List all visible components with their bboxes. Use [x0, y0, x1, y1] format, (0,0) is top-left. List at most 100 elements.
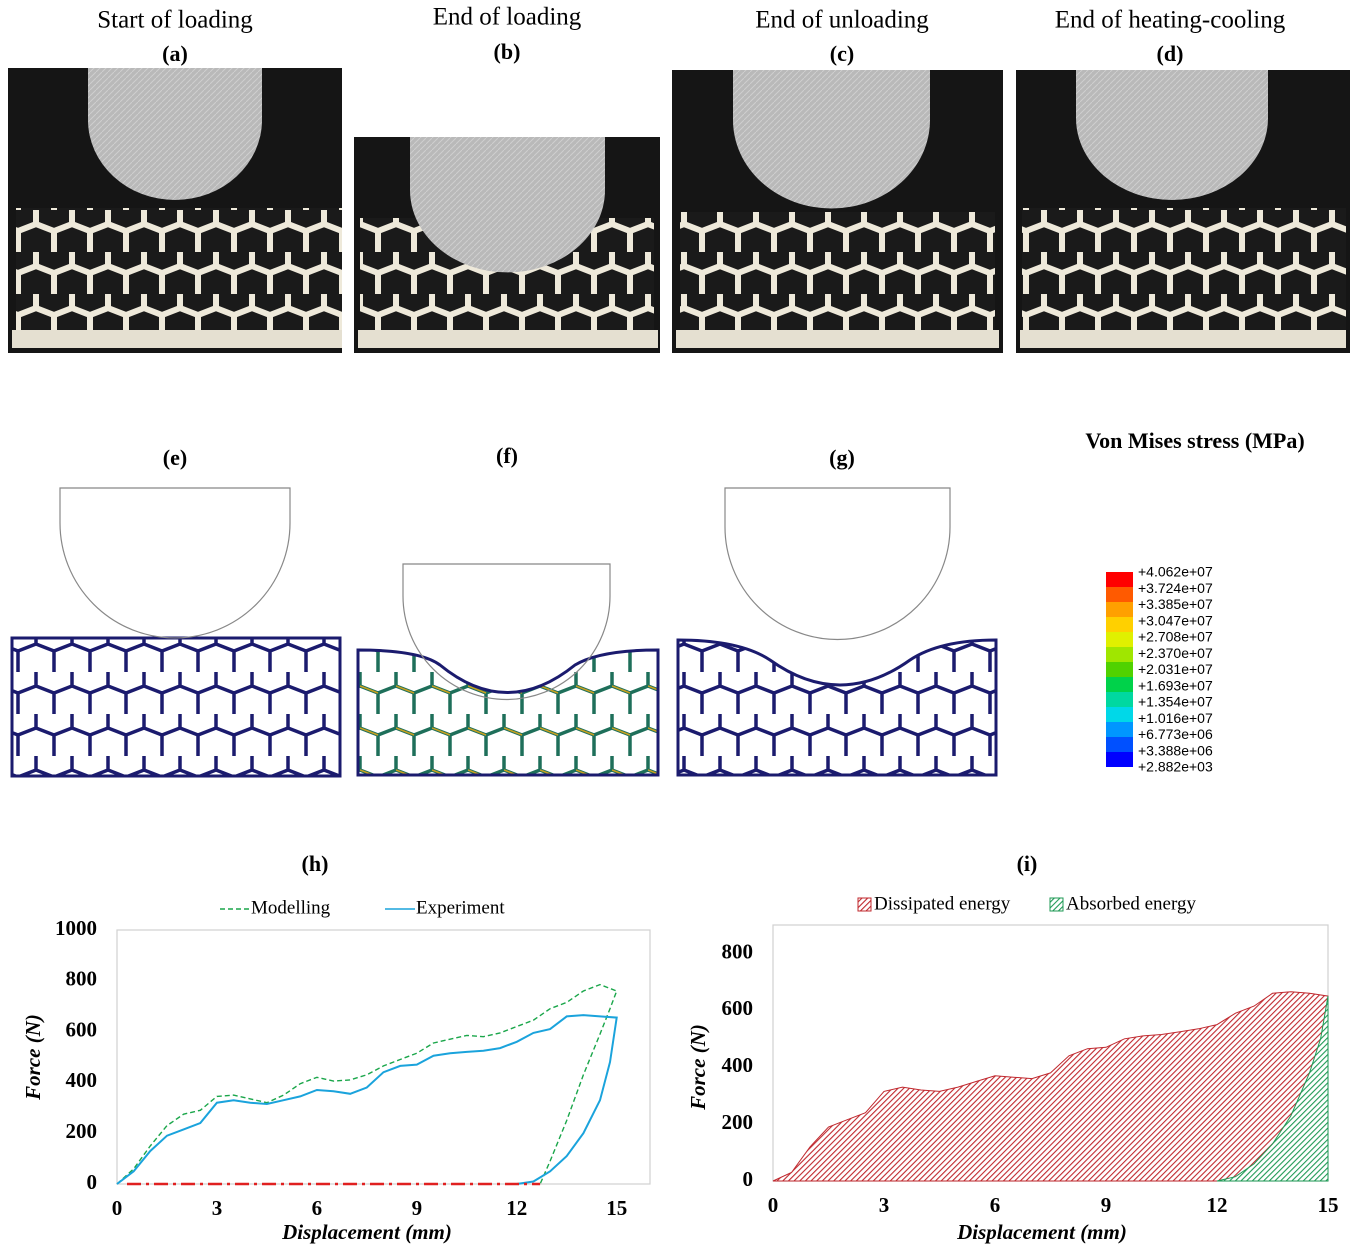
legend-label: Absorbed energy	[1066, 893, 1196, 914]
colorbar-label: +3.047e+07	[1138, 612, 1213, 628]
indenter	[88, 68, 262, 200]
colorbar-swatch	[1106, 617, 1133, 632]
x-axis-label: Displacement (mm)	[281, 1220, 452, 1244]
colorbar-swatch	[1106, 737, 1133, 752]
y-tick-label: 800	[66, 967, 98, 991]
fea-indenter	[724, 487, 951, 641]
fea-indenter	[402, 563, 611, 701]
x-tick-label: 6	[990, 1193, 1001, 1217]
plot-area	[116, 983, 618, 1186]
colorbar-label: +2.708e+07	[1138, 629, 1213, 645]
colorbar-swatch	[1106, 722, 1133, 737]
panel-label: (c)	[830, 41, 854, 66]
photo-title: End of unloading	[755, 7, 929, 34]
lattice-base	[358, 330, 658, 348]
photo-title: Start of loading	[97, 7, 253, 34]
plot-area	[772, 991, 1329, 1182]
y-tick-label: 400	[722, 1053, 754, 1077]
y-tick-label: 0	[87, 1170, 98, 1194]
lattice	[1022, 208, 1346, 332]
photo-title: End of heating-cooling	[1055, 7, 1286, 34]
colorbar-swatch	[1106, 602, 1133, 617]
y-tick-label: 200	[722, 1110, 754, 1134]
fea-panels: (e) (f) (g) Von Mises stress (MPa)	[10, 428, 1305, 778]
y-tick-label: 600	[722, 996, 754, 1020]
x-axis-label: Displacement (mm)	[956, 1220, 1127, 1244]
panel-label: (e)	[163, 445, 187, 470]
chart-title: (i)	[1017, 851, 1038, 876]
colorbar-swatch	[1106, 647, 1133, 662]
colorbar-swatch	[1106, 587, 1133, 602]
panel-label: (b)	[494, 39, 521, 64]
fea-lattice	[10, 636, 342, 778]
lattice-base	[1020, 330, 1346, 348]
colorbar-swatch	[1106, 572, 1133, 587]
colorbar-label: +2.882e+03	[1138, 759, 1213, 775]
colorbar-label: +1.693e+07	[1138, 677, 1213, 693]
y-tick-label: 800	[722, 939, 754, 963]
panel-label: (g)	[829, 445, 855, 470]
panel-label: (a)	[162, 41, 188, 66]
legend-label: Dissipated energy	[874, 893, 1011, 914]
photo-panels: Start of loading (a) End of loading (b) …	[8, 4, 1350, 353]
colorbar-label: +1.354e+07	[1138, 694, 1213, 710]
y-tick-label: 0	[743, 1167, 754, 1191]
x-tick-label: 12	[506, 1196, 527, 1220]
legend-label: Experiment	[416, 897, 505, 918]
x-tick-label: 0	[112, 1196, 123, 1220]
colorbar-swatch	[1106, 707, 1133, 722]
area	[1216, 996, 1329, 1182]
panel-label: (d)	[1157, 41, 1184, 66]
indenter	[733, 70, 930, 209]
x-tick-label: 3	[212, 1196, 223, 1220]
panel-label: (f)	[496, 443, 518, 468]
colorbar-swatch	[1106, 692, 1133, 707]
legend-label: Modelling	[251, 897, 331, 918]
x-tick-label: 9	[1101, 1193, 1112, 1217]
lattice	[680, 212, 995, 332]
lattice-base	[12, 330, 342, 348]
colorbar-label: +3.385e+07	[1138, 596, 1213, 612]
lattice	[16, 208, 342, 332]
photo-title: End of loading	[433, 4, 582, 31]
colorbar-label: +6.773e+06	[1138, 726, 1213, 742]
colorbar: +4.062e+07+3.724e+07+3.385e+07+3.047e+07…	[1106, 564, 1213, 775]
x-tick-label: 15	[1318, 1193, 1339, 1217]
legend-swatch	[1049, 897, 1064, 912]
x-tick-label: 15	[606, 1196, 627, 1220]
colorbar-label: +2.370e+07	[1138, 645, 1213, 661]
area	[772, 991, 1329, 1182]
y-tick-label: 1000	[55, 916, 97, 940]
fea-indenter	[59, 487, 291, 639]
line	[116, 1014, 618, 1185]
colorbar-label: +2.031e+07	[1138, 661, 1213, 677]
colorbar-label: +1.016e+07	[1138, 710, 1213, 726]
x-tick-label: 0	[768, 1193, 779, 1217]
x-tick-label: 3	[879, 1193, 890, 1217]
colorbar-swatch	[1106, 662, 1133, 677]
fea-lattice	[676, 638, 998, 777]
x-tick-label: 9	[412, 1196, 423, 1220]
lattice-base	[676, 330, 999, 348]
colorbar-swatch	[1106, 752, 1133, 767]
fea-lattice	[356, 648, 660, 777]
y-tick-label: 400	[66, 1068, 98, 1092]
colorbar-label: +4.062e+07	[1138, 564, 1213, 580]
y-tick-label: 200	[66, 1119, 98, 1143]
indenter	[410, 137, 605, 273]
colorbar-label: +3.724e+07	[1138, 580, 1213, 596]
line	[116, 983, 618, 1185]
x-tick-label: 6	[312, 1196, 323, 1220]
plot-frame	[116, 929, 651, 1185]
y-axis-label: Force (N)	[21, 1014, 45, 1101]
colorbar-swatch	[1106, 632, 1133, 647]
y-axis-label: Force (N)	[686, 1024, 710, 1111]
chart-title: (h)	[302, 851, 329, 876]
x-tick-label: 12	[1207, 1193, 1228, 1217]
colorbar-label: +3.388e+06	[1138, 742, 1213, 758]
legend-swatch	[857, 897, 872, 912]
indenter	[1076, 70, 1268, 200]
colorbar-swatch	[1106, 677, 1133, 692]
